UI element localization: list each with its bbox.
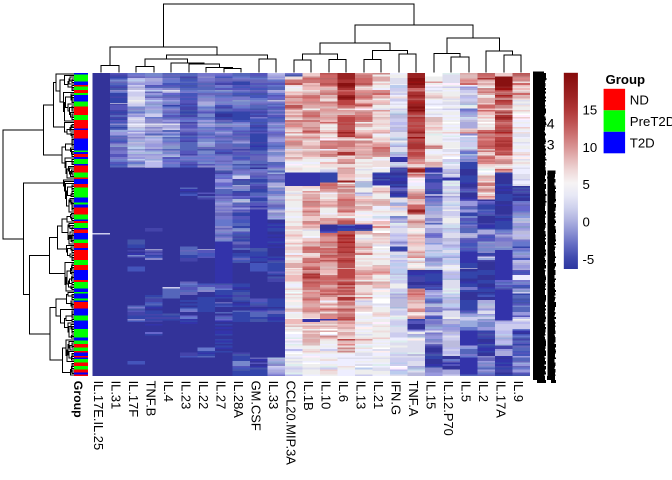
svg-text:IL.33: IL.33 — [266, 381, 281, 410]
svg-text:IL.17F: IL.17F — [126, 381, 141, 418]
svg-text:IL.21: IL.21 — [371, 381, 386, 410]
svg-text:IL.28A: IL.28A — [231, 381, 246, 419]
svg-text:IL.5: IL.5 — [459, 381, 474, 403]
svg-text:IL.12.P70: IL.12.P70 — [441, 381, 456, 436]
svg-text:IL.31: IL.31 — [109, 381, 124, 410]
svg-text:CCL20.MIP.3A: CCL20.MIP.3A — [284, 381, 299, 466]
svg-text:10: 10 — [583, 140, 598, 155]
svg-text:5: 5 — [583, 177, 590, 192]
svg-text:IL.23: IL.23 — [179, 381, 194, 410]
svg-text:IL.27: IL.27 — [214, 381, 229, 410]
svg-text:-5: -5 — [583, 252, 595, 267]
svg-text:3: 3 — [547, 137, 555, 153]
svg-text:TNF.B: TNF.B — [144, 381, 159, 417]
svg-text:T2D: T2D — [630, 136, 655, 151]
svg-text:IFN.G: IFN.G — [389, 381, 404, 415]
svg-text:0: 0 — [583, 215, 590, 230]
svg-text:IL.4: IL.4 — [161, 381, 176, 403]
svg-text:IL.17A: IL.17A — [494, 381, 509, 419]
svg-text:IL.10: IL.10 — [319, 381, 334, 410]
svg-text:PreT2D: PreT2D — [630, 114, 672, 129]
svg-text:Group: Group — [71, 381, 85, 418]
svg-text:TNF.A: TNF.A — [406, 381, 421, 417]
svg-text:IL.22: IL.22 — [196, 381, 211, 410]
svg-text:IL.15: IL.15 — [424, 381, 439, 410]
svg-text:GM.CSF: GM.CSF — [249, 381, 264, 431]
svg-text:Group: Group — [606, 72, 646, 87]
svg-text:4: 4 — [547, 116, 555, 132]
svg-text:IL.13: IL.13 — [354, 381, 369, 410]
svg-text:IL.1B: IL.1B — [301, 381, 316, 411]
svg-text:15: 15 — [583, 103, 598, 118]
svg-text:IL.2: IL.2 — [476, 381, 491, 403]
svg-text:ND: ND — [630, 93, 649, 108]
svg-text:IL.9: IL.9 — [511, 381, 526, 403]
svg-text:IL.6: IL.6 — [336, 381, 351, 403]
svg-text:IL.17E.IL.25: IL.17E.IL.25 — [91, 381, 106, 451]
svg-text:8: 8 — [547, 169, 554, 183]
